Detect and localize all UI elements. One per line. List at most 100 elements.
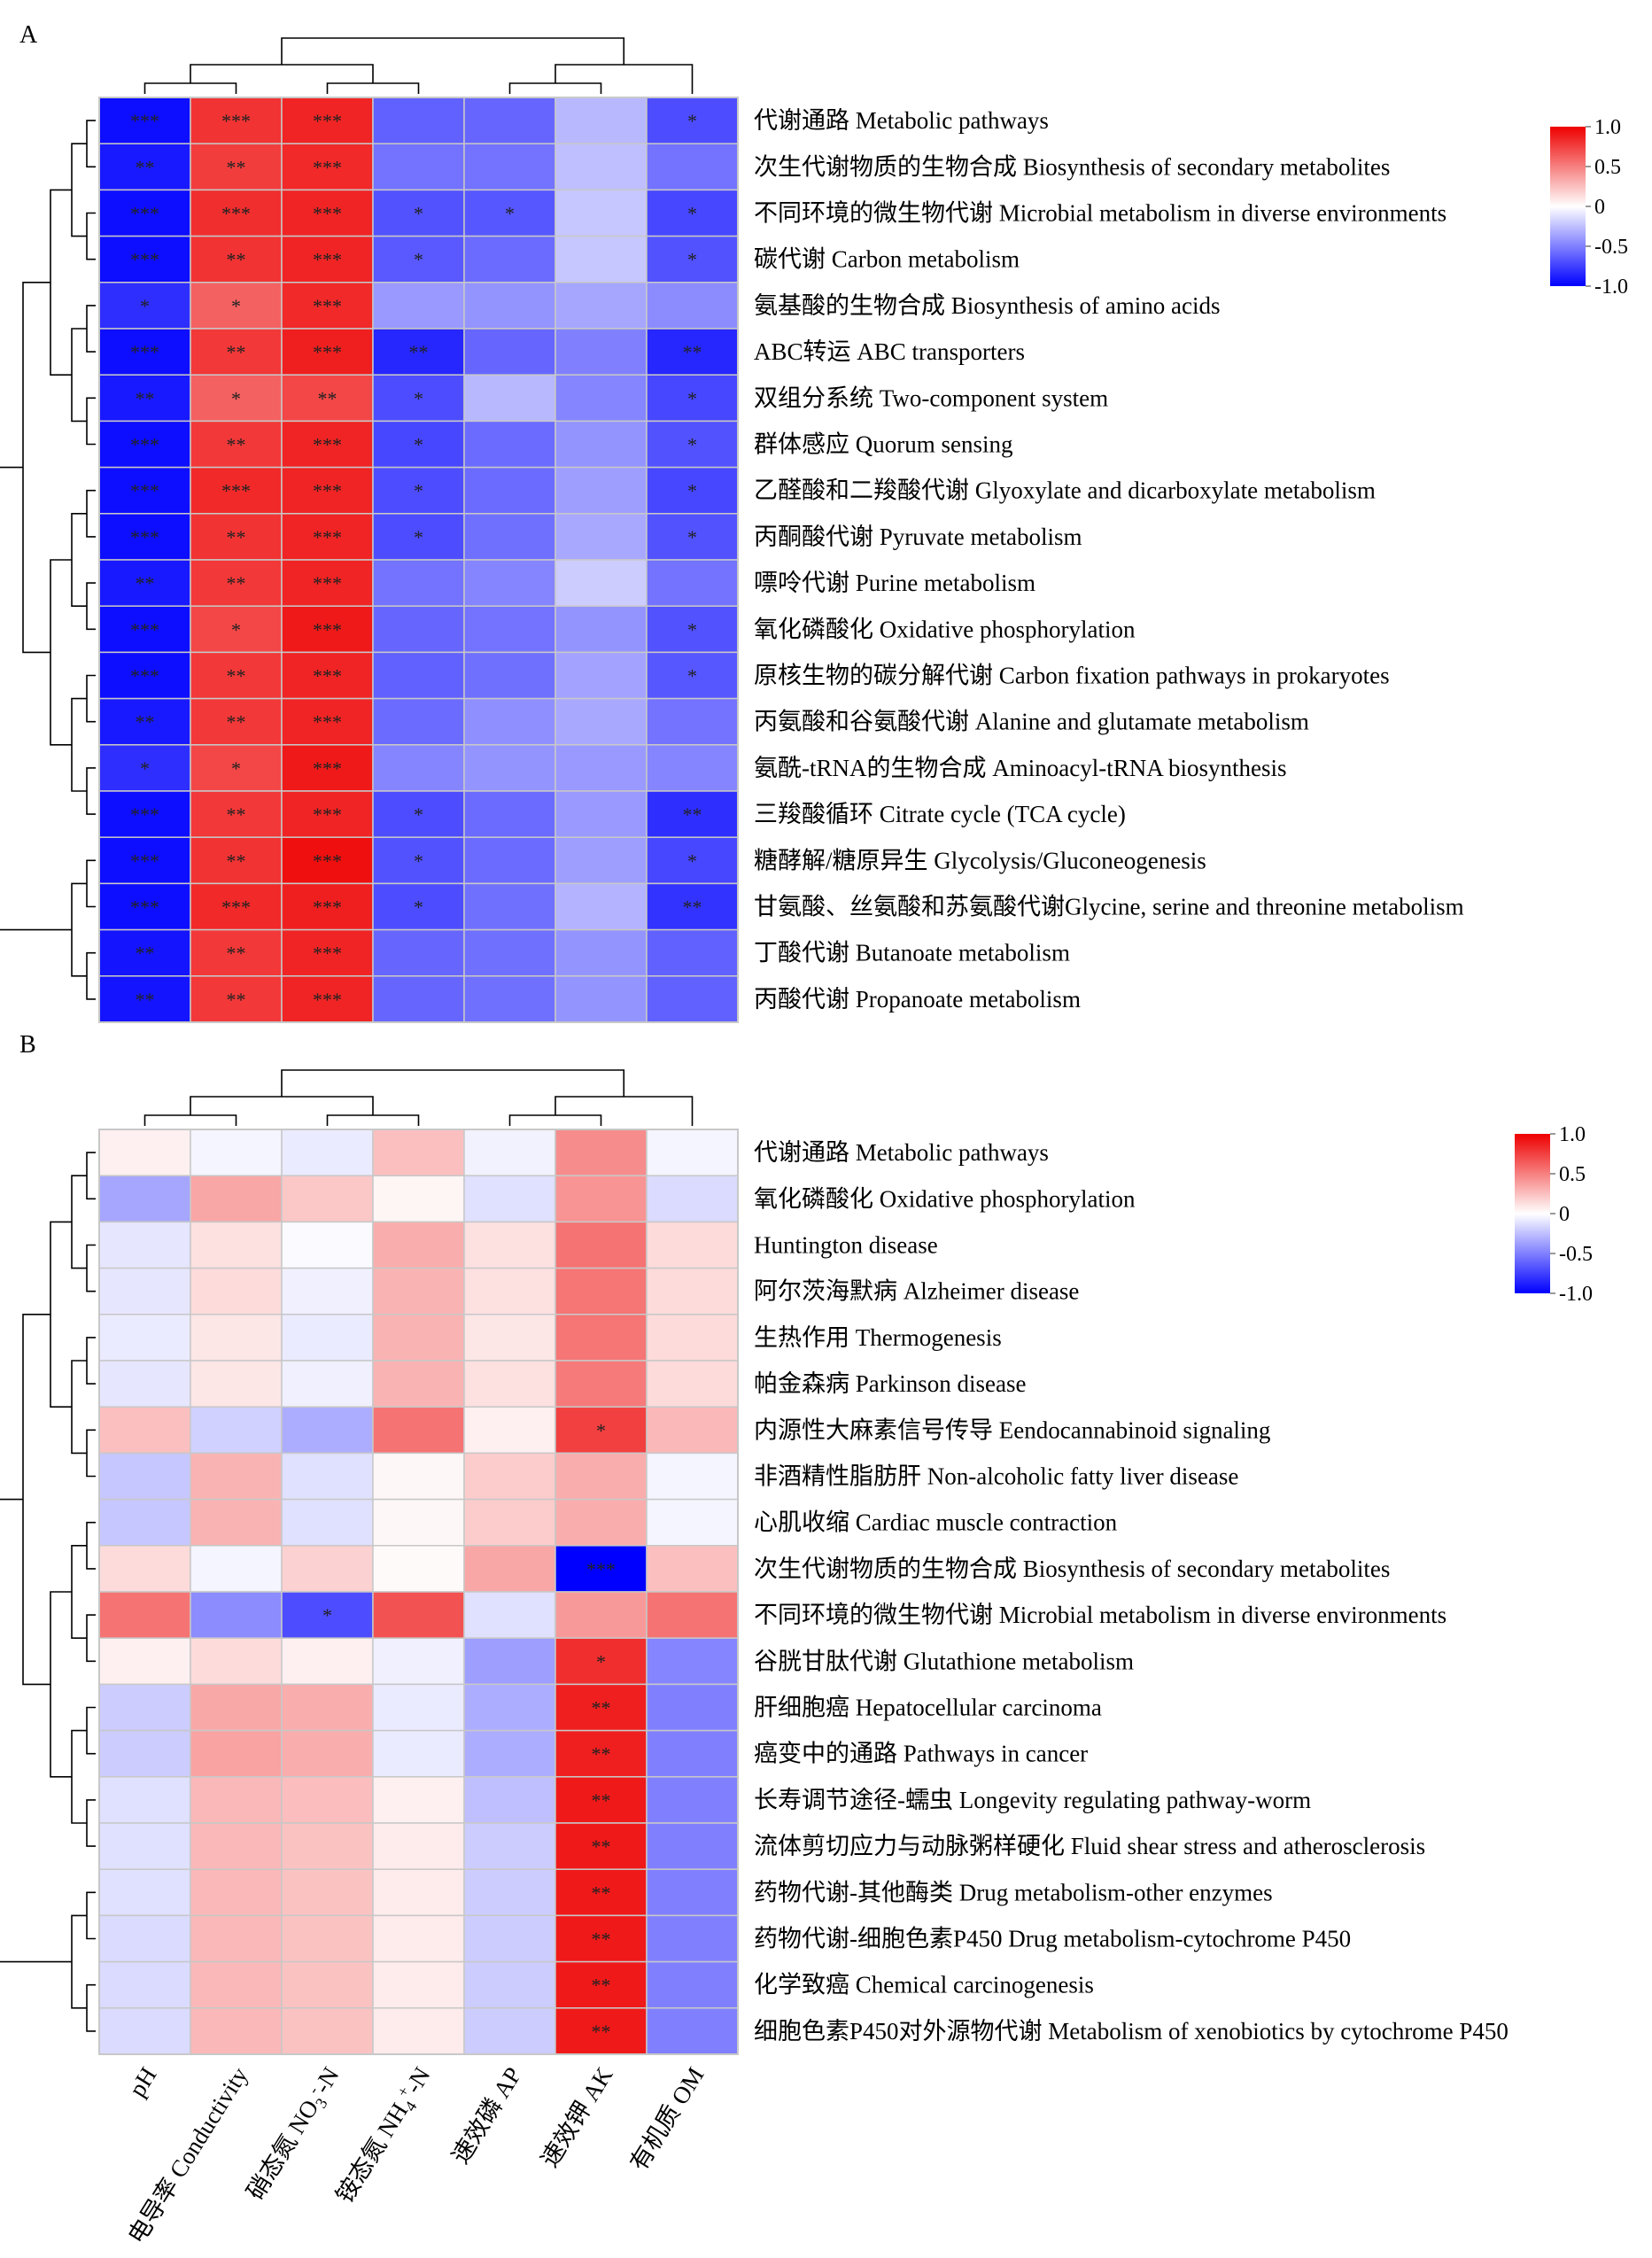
row-label: 不同环境的微生物代谢 Microbial metabolism in diver… [754, 200, 1446, 227]
heatmap-cell [646, 1914, 739, 1963]
heatmap-cell [646, 1822, 739, 1870]
heatmap-cell [463, 928, 556, 977]
significance-mark: *** [313, 896, 342, 919]
significance-mark: ** [136, 572, 155, 594]
legend-tick-label: 0 [1594, 196, 1605, 219]
significance-mark: *** [313, 341, 342, 363]
heatmap-cell [555, 466, 648, 515]
heatmap-cell [281, 282, 374, 330]
heatmap-cell [555, 513, 648, 561]
heatmap-cell [281, 559, 374, 607]
heatmap-cell [281, 928, 374, 977]
heatmap-cell [463, 1267, 556, 1315]
significance-mark: *** [130, 249, 159, 271]
heatmap-cell [190, 1175, 283, 1223]
heatmap-cell [646, 1637, 739, 1686]
heatmap-cell [555, 975, 648, 1023]
significance-mark: *** [221, 480, 251, 502]
significance-mark: ** [227, 249, 246, 271]
heatmap-cell [98, 1360, 191, 1408]
heatmap-cell [190, 1406, 283, 1455]
heatmap-cell [372, 697, 465, 746]
column-label: 铵态氮 NH4+-N [330, 2061, 438, 2209]
heatmap-cell [372, 235, 465, 283]
significance-mark: *** [130, 434, 159, 456]
row-label: 代谢通路 Metabolic pathways [754, 1139, 1049, 1166]
significance-mark: * [687, 434, 697, 456]
significance-mark: *** [130, 480, 159, 502]
heatmap-cell [463, 2007, 556, 2055]
heatmap-cell [372, 1498, 465, 1547]
row-label: 阿尔茨海默病 Alzheimer disease [754, 1278, 1079, 1305]
heatmap-cell [190, 374, 283, 423]
significance-mark: * [322, 1604, 332, 1626]
significance-mark: *** [130, 526, 159, 548]
heatmap-cell [281, 1129, 374, 1176]
heatmap-cell [372, 1591, 465, 1639]
row-label: 药物代谢-细胞色素P450 Drug metabolism-cytochrome… [754, 1926, 1351, 1952]
row-label: 内源性大麻素信号传导 Eendocannabinoid signaling [754, 1416, 1270, 1443]
legend-tick-label: -0.5 [1594, 236, 1628, 259]
legend-tick-label: -1.0 [1594, 275, 1628, 299]
heatmap-cell [463, 1406, 556, 1455]
heatmap-cell [555, 882, 648, 931]
heatmap-cell [463, 1868, 556, 1917]
row-label: 心肌收缩 Cardiac muscle contraction [754, 1509, 1118, 1536]
heatmap-cell [555, 1360, 648, 1408]
heatmap-cell [463, 1914, 556, 1963]
heatmap-cell [646, 975, 739, 1023]
heatmap-cell [190, 1360, 283, 1408]
heatmap-cell [646, 1360, 739, 1408]
column-label: 速效磷 AP [446, 2062, 526, 2169]
row-label: 双组分系统 Two-component system [754, 384, 1108, 411]
significance-mark: * [687, 249, 697, 271]
heatmap-cell [555, 328, 648, 376]
heatmap-cell [190, 1637, 283, 1686]
heatmap-cell [372, 928, 465, 977]
heatmap-cell [555, 1129, 648, 1176]
row-label: 肝细胞癌 Hepatocellular carcinoma [754, 1695, 1102, 1721]
heatmap-cell [463, 836, 556, 885]
heatmap-cell [555, 143, 648, 191]
heatmap-cell [372, 1776, 465, 1824]
heatmap-cell [372, 1175, 465, 1223]
row-label: 帕金森病 Parkinson disease [754, 1370, 1026, 1397]
heatmap-cell [190, 1822, 283, 1870]
heatmap-cell [98, 790, 191, 838]
heatmap-cell [555, 1914, 648, 1963]
legend-tick-label: 0 [1559, 1203, 1570, 1226]
heatmap-cell [98, 1129, 191, 1176]
heatmap-cell [463, 1776, 556, 1824]
significance-mark: *** [130, 665, 159, 687]
significance-mark: ** [227, 572, 246, 594]
heatmap-cell [646, 1175, 739, 1223]
heatmap-cell [463, 697, 556, 746]
heatmap-cell [281, 1868, 374, 1917]
significance-mark: ** [136, 711, 155, 733]
significance-mark: * [231, 757, 241, 780]
row-label: 群体感应 Quorum sensing [754, 431, 1013, 458]
heatmap-cell [463, 1960, 556, 2009]
significance-mark: *** [221, 203, 251, 225]
heatmap-cell [555, 651, 648, 700]
heatmap-cell [281, 189, 374, 237]
row-label: 流体剪切应力与动脉粥样硬化 Fluid shear stress and ath… [754, 1833, 1425, 1859]
heatmap-panel-a: *** *** *** * 代谢通路 Metabolic pathways** ** ***… [0, 37, 1628, 1023]
heatmap-cell [646, 1729, 739, 1778]
heatmap-cell [555, 420, 648, 469]
heatmap-cell [463, 1221, 556, 1269]
heatmap-cell [555, 1406, 648, 1455]
significance-mark: * [687, 850, 697, 872]
significance-mark: *** [130, 803, 159, 826]
significance-mark: *** [130, 341, 159, 363]
significance-mark: ** [227, 526, 246, 548]
significance-mark: *** [313, 156, 342, 178]
significance-mark: ** [592, 1697, 611, 1719]
heatmap-cell [463, 605, 556, 654]
heatmap-cell [190, 975, 283, 1023]
heatmap-cell [463, 235, 556, 283]
heatmap-cell [463, 744, 556, 792]
significance-mark: * [414, 480, 423, 502]
heatmap-cell [372, 2007, 465, 2055]
heatmap-cell [190, 1129, 283, 1176]
